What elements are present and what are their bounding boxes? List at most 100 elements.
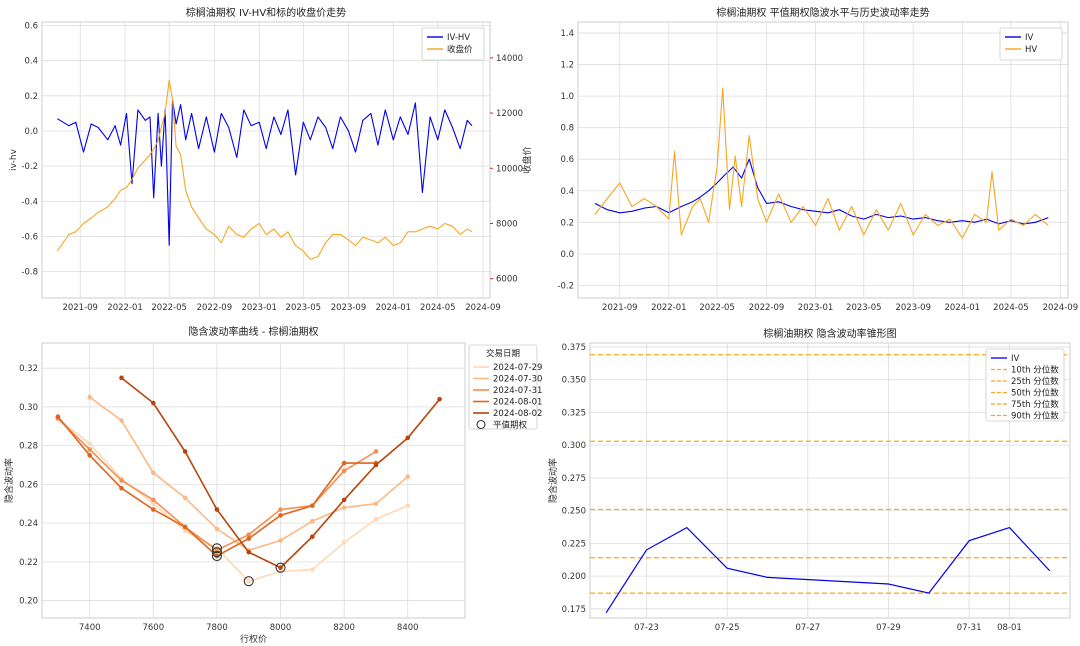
smile-point [341, 540, 347, 545]
x-tick-label: 2024-09 [465, 303, 501, 313]
smile-point [310, 503, 315, 508]
y-tick-label: -0.2 [557, 281, 574, 291]
legend-atm-marker [476, 419, 486, 430]
y-tick-label: -0.4 [21, 197, 38, 207]
y-tick-label: -0.2 [21, 162, 38, 172]
y-tick-label: 0.275 [562, 474, 586, 484]
series-line-2 [56, 79, 473, 260]
smile-point [214, 507, 220, 512]
y-tick-label: -0.8 [21, 268, 38, 278]
plot-area [577, 21, 1069, 299]
legend-label: 2024-08-01 [493, 398, 542, 408]
smile-point [278, 513, 283, 518]
smile-point [246, 532, 252, 538]
y-tick-label: 0.250 [562, 507, 586, 517]
x-tick-label: 7600 [142, 623, 164, 633]
atm-marker [243, 576, 254, 587]
smile-point [151, 501, 156, 507]
legend-label: IV [1025, 33, 1034, 43]
x-tick-label: 2021-09 [62, 303, 98, 313]
smile-point [341, 505, 347, 510]
x-tick-label: 07-23 [634, 623, 659, 633]
x-tick-label: 08-01 [997, 623, 1022, 633]
x-tick-label: 2023-09 [331, 303, 367, 313]
smile-point [405, 474, 411, 479]
smile-point [278, 565, 283, 570]
smile-point [151, 470, 156, 476]
x-tick-label: 8400 [397, 623, 419, 633]
legend-title: 交易日期 [486, 348, 520, 359]
legend-box [468, 344, 538, 430]
legend-box [421, 27, 485, 61]
smile-point [373, 501, 379, 507]
smile-point [119, 375, 124, 381]
smile-point [182, 528, 188, 534]
atm-marker [275, 562, 286, 573]
chart-1: 棕榈油期权 IV-HV和标的收盘价走势 2021-09 2022-01 2022-05… [9, 6, 533, 313]
smile-point [278, 569, 283, 574]
legend-label: 50th 分位数 [1011, 388, 1059, 399]
smile-point [373, 516, 379, 522]
chart-4: 棕榈油期权 隐含波动率锥形图 07-23 07-25 07-27 07-29 07-31 0… [547, 327, 1071, 633]
smile-point [246, 578, 252, 584]
iv-line [605, 526, 1051, 614]
y-tick-label: 1.2 [560, 61, 574, 71]
x-tick-label: 7800 [206, 623, 228, 633]
y-tick-label: 0.20 [19, 597, 38, 607]
x-tick-label: 2023-05 [286, 303, 322, 313]
legend-box [985, 348, 1065, 422]
chart-title: 棕榈油期权 平值期权隐波水平与历史波动率走势 [716, 6, 929, 19]
legend-label: 平值期权 [493, 420, 528, 431]
x-tick-label: 2022-05 [699, 303, 735, 313]
legend-box [999, 27, 1063, 61]
y2-tick-label: 14000 [496, 54, 523, 64]
smile-point [373, 462, 379, 468]
smile-point [278, 538, 283, 543]
x-tick-label: 2024-01 [376, 303, 412, 313]
y-tick-label: 0.4 [24, 57, 38, 67]
smile-point [214, 526, 220, 532]
smile-point [151, 400, 156, 406]
smile-point [214, 553, 220, 559]
y-tick-label: 0.22 [19, 558, 38, 568]
smile-point [87, 394, 93, 400]
y-tick-label: 1.4 [560, 29, 574, 39]
chart-title: 棕榈油期权 IV-HV和标的收盘价走势 [186, 6, 346, 19]
legend-label: 2024-08-02 [493, 409, 542, 419]
smile-point [182, 495, 188, 501]
y-axis-label: 隐含波动率 [3, 458, 15, 503]
smile-point [151, 507, 156, 512]
y-tick-label: 0.24 [19, 519, 38, 529]
legend-label: 2024-07-31 [493, 386, 542, 396]
y-tick-label: 0.375 [562, 343, 586, 353]
y-tick-label: 0.8 [560, 124, 574, 134]
legend-label: 90th 分位数 [1011, 411, 1059, 422]
y-axis-label: 隐含波动率 [547, 458, 559, 503]
x-tick-label: 2024-01 [945, 303, 981, 313]
y-tick-label: 0.2 [560, 218, 574, 228]
x-tick-label: 2022-09 [197, 303, 233, 313]
x-tick-label: 07-29 [876, 623, 901, 633]
smile-point [341, 497, 347, 503]
smile-point [310, 567, 315, 572]
legend-label: 75th 分位数 [1011, 399, 1059, 410]
y-tick-label: 0.350 [562, 376, 586, 386]
atm-marker [211, 550, 222, 562]
smile-point [373, 449, 379, 454]
x-tick-label: 2022-01 [651, 303, 687, 313]
smile-point [182, 449, 188, 454]
y-tick-label: 0.300 [562, 441, 586, 451]
x-tick-label: 2022-01 [107, 303, 143, 313]
smile-line-1 [57, 417, 409, 583]
x-tick-label: 07-31 [957, 623, 982, 633]
y-tick-label: -0.6 [21, 232, 38, 242]
x-tick-label: 8200 [333, 623, 355, 633]
x-tick-label: 2022-09 [749, 303, 785, 313]
smile-point [341, 460, 347, 466]
x-tick-label: 2023-01 [241, 303, 277, 313]
x-tick-label: 2023-09 [895, 303, 931, 313]
y-tick-label: 0.0 [560, 250, 574, 260]
chart-3: 隐含波动率曲线 - 棕榈油期权 7400 7600 7800 8000 8200 8400 0… [3, 325, 542, 645]
series-line-2 [594, 87, 1049, 239]
x-tick-label: 2023-05 [846, 303, 882, 313]
